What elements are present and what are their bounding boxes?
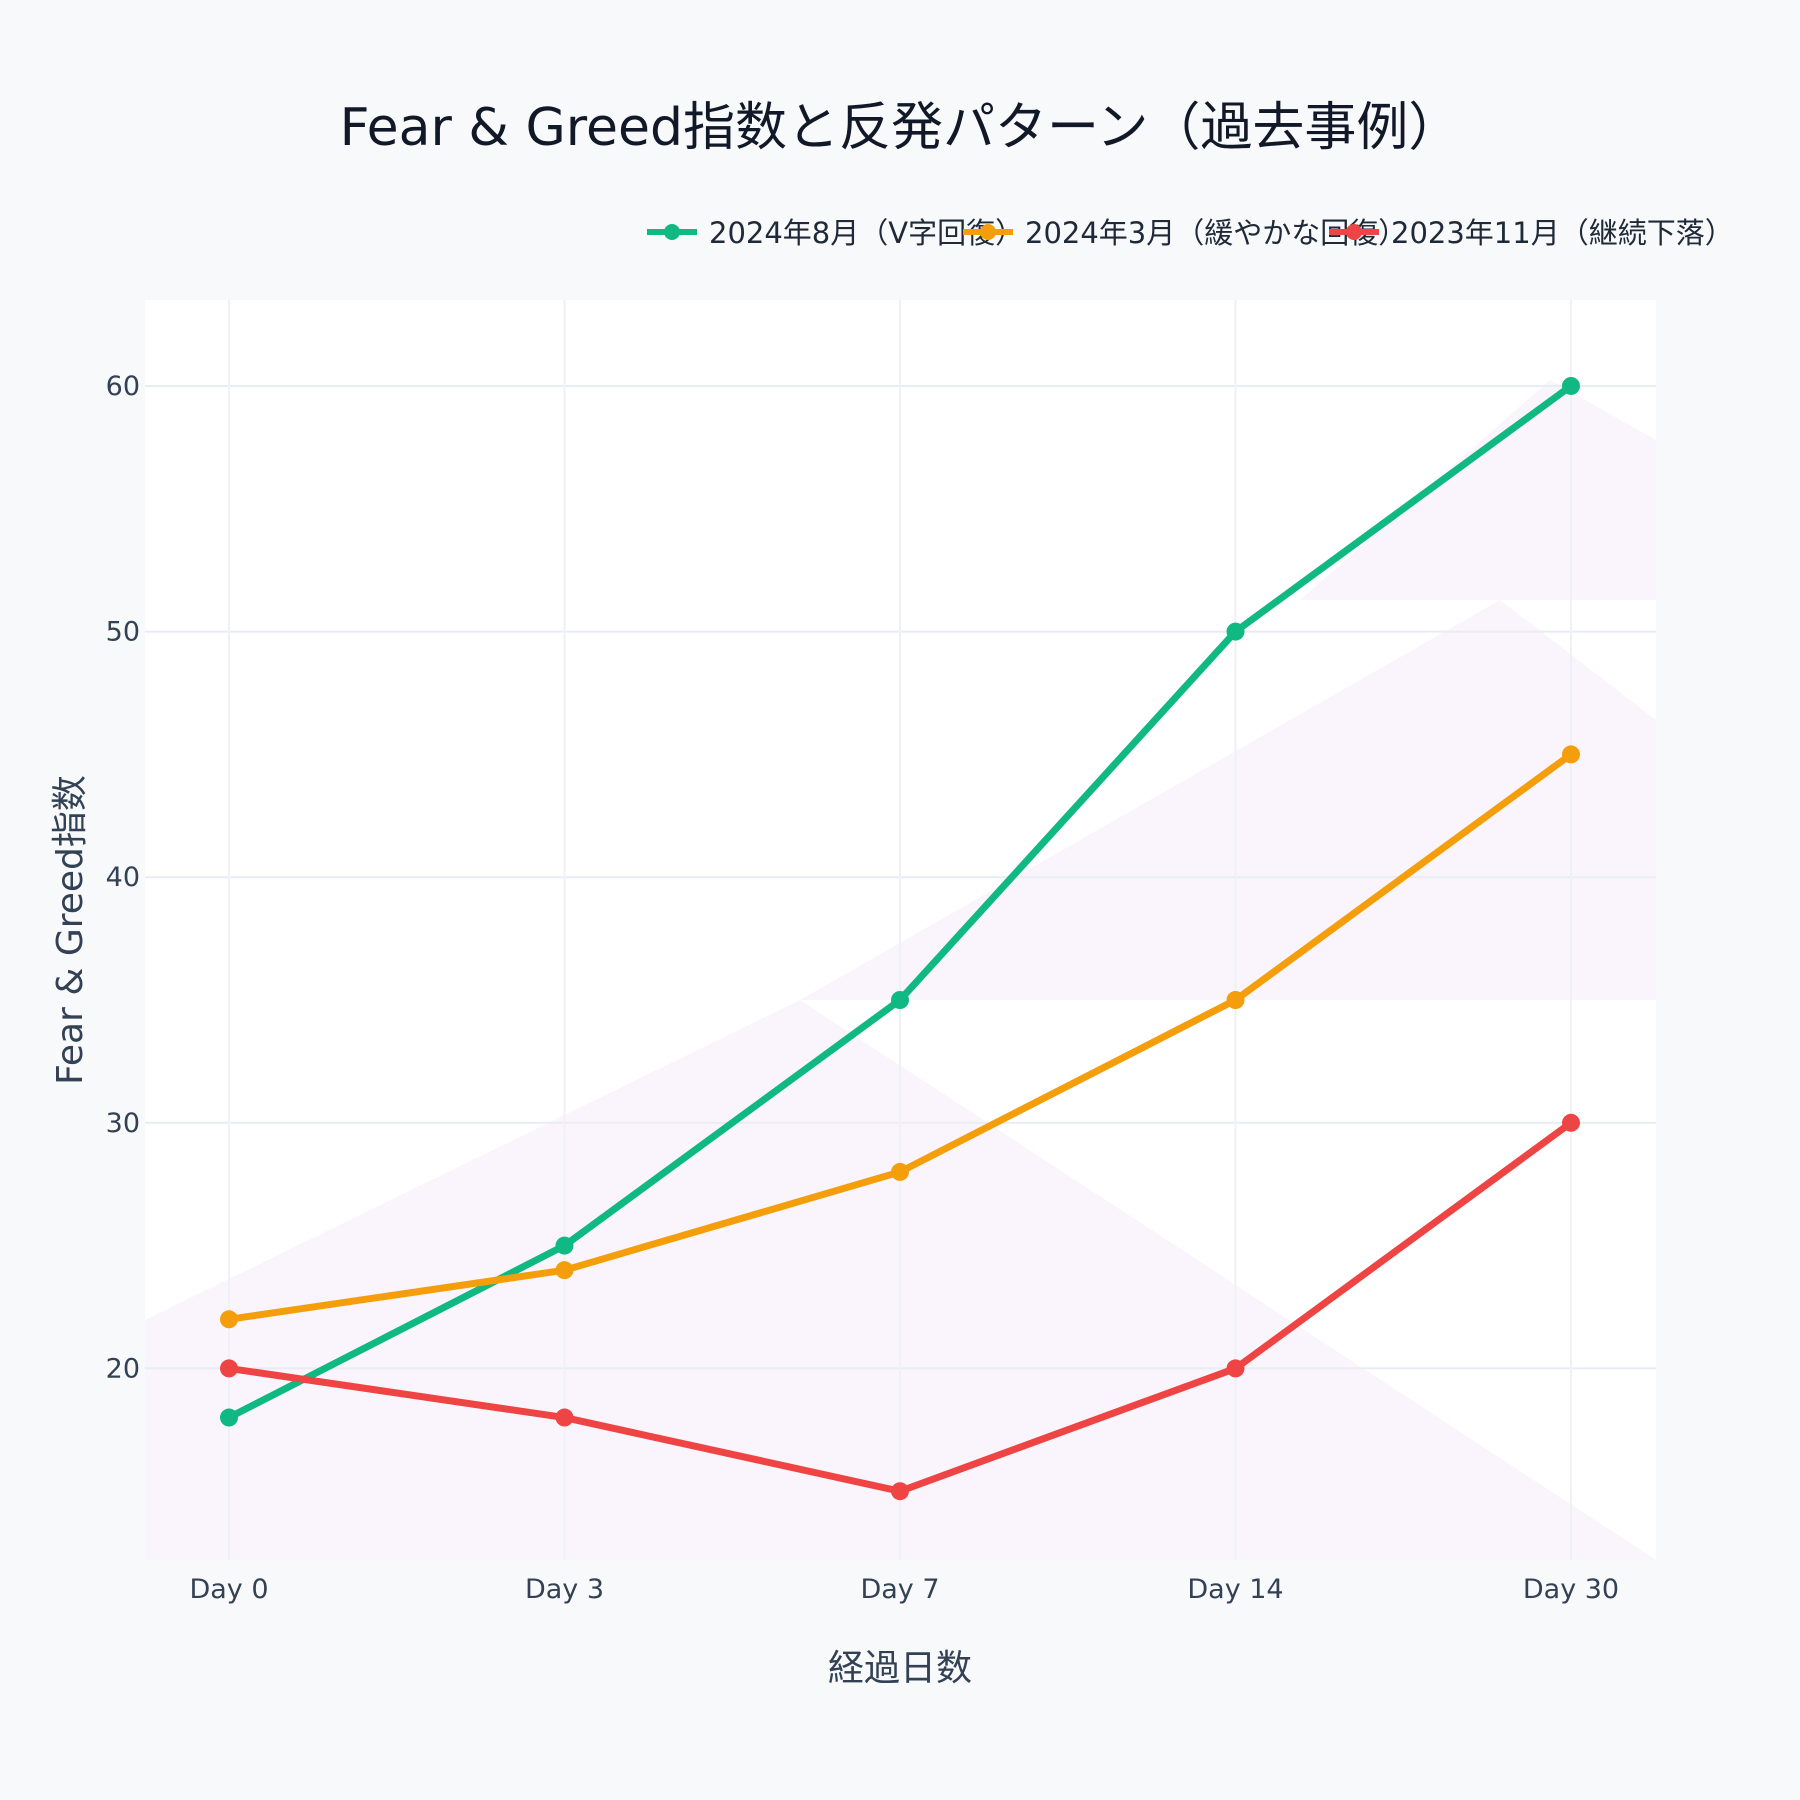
data-point-2-2[interactable]: [891, 1162, 909, 1181]
legend-marker-3: [1346, 224, 1362, 240]
legend-marker-1: [664, 224, 680, 240]
data-point-2-1[interactable]: [555, 1261, 574, 1280]
data-point-1-0[interactable]: [220, 1408, 238, 1427]
data-point-1-3[interactable]: [1226, 622, 1245, 641]
y-tick-label-60: 60: [106, 371, 140, 402]
data-point-3-1[interactable]: [555, 1408, 574, 1427]
x-tick-label-1: Day 3: [525, 1574, 604, 1605]
chart-title: Fear & Greed指数と反発パターン（過去事例）: [340, 98, 1461, 158]
data-point-3-0[interactable]: [220, 1359, 238, 1378]
data-point-2-4[interactable]: [1562, 745, 1580, 764]
background-band-high: [1300, 380, 1656, 600]
x-tick-label-4: Day 30: [1523, 1574, 1619, 1605]
ticks: 20 30 40 50 60 Day 0 Day 3 Day 7 Day 14 Day 30: [106, 371, 1619, 1605]
series-2: [220, 745, 1580, 1329]
legend: 2024年8月（V字回復） 2024年3月（緩やかな回復） 2023年11月（継…: [647, 216, 1734, 250]
y-tick-label-30: 30: [106, 1108, 140, 1139]
series-layer: [220, 376, 1580, 1501]
y-tick-label-20: 20: [106, 1353, 140, 1384]
y-axis-title: Fear & Greed指数: [50, 775, 91, 1085]
background-band-mid: [800, 600, 1656, 1000]
series-3: [220, 1113, 1580, 1501]
x-tick-label-0: Day 0: [189, 1574, 268, 1605]
data-point-3-4[interactable]: [1562, 1113, 1580, 1132]
x-tick-label-3: Day 14: [1187, 1574, 1283, 1605]
data-point-3-3[interactable]: [1226, 1359, 1245, 1378]
legend-item-3[interactable]: 2023年11月（継続下落）: [1329, 216, 1734, 250]
data-point-1-2[interactable]: [891, 991, 909, 1009]
y-tick-label-50: 50: [106, 617, 140, 648]
data-point-2-0[interactable]: [220, 1310, 238, 1329]
x-axis-title: 経過日数: [828, 1648, 972, 1689]
series-1: [220, 376, 1580, 1427]
y-tick-label-40: 40: [106, 862, 140, 893]
data-point-3-2[interactable]: [891, 1482, 909, 1501]
legend-marker-2: [980, 224, 996, 240]
x-tick-label-2: Day 7: [860, 1574, 939, 1605]
data-point-2-3[interactable]: [1226, 991, 1245, 1009]
legend-label-3: 2023年11月（継続下落）: [1391, 216, 1734, 250]
data-point-1-1[interactable]: [555, 1236, 574, 1255]
data-point-1-4[interactable]: [1562, 376, 1580, 395]
